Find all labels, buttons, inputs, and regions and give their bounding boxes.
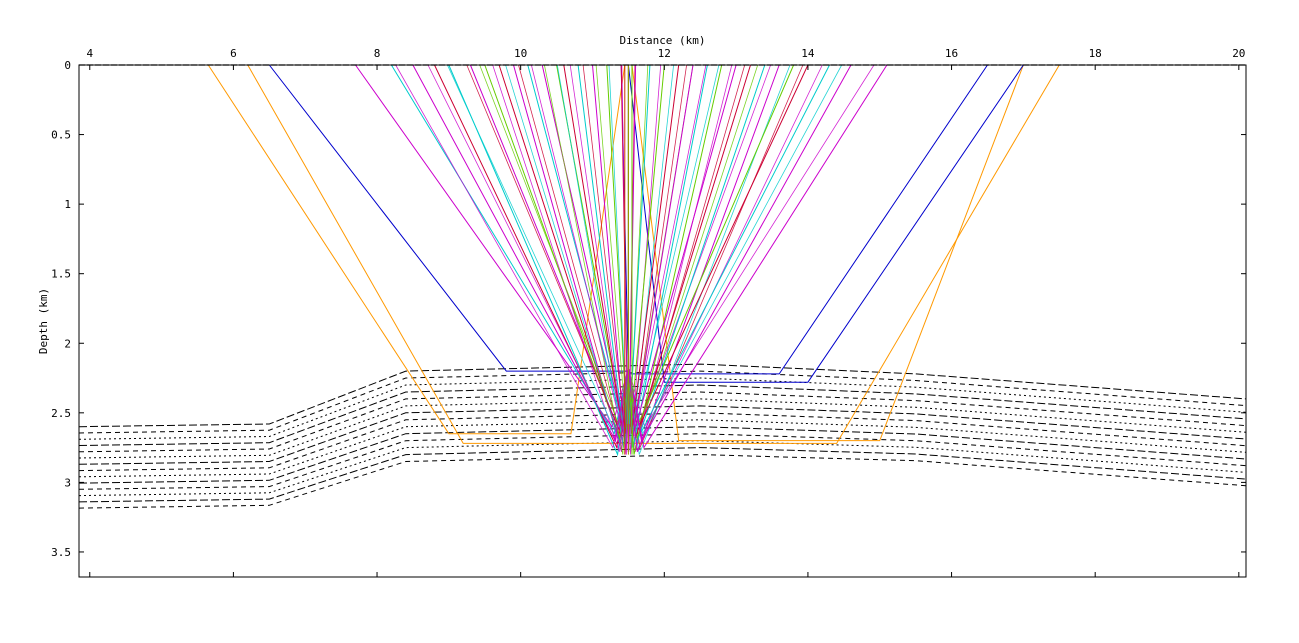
reflector-line (78, 447, 1247, 503)
y-tick-label: 1.5 (51, 268, 71, 281)
plot-frame (78, 64, 1247, 578)
y-axis-title: Depth (km) (37, 288, 50, 354)
fan-ray-return (427, 64, 629, 442)
fan-ray-return (492, 64, 629, 452)
reflector-horizons (78, 363, 1247, 509)
fan-ray-return (395, 64, 629, 449)
reflector-line (78, 426, 1247, 484)
reflector-line (78, 440, 1247, 497)
fan-ray (627, 64, 780, 452)
y-tick-label: 3.5 (51, 546, 71, 559)
x-tick-label: 10 (514, 47, 527, 60)
reflector-line (78, 370, 1247, 434)
x-tick-label: 18 (1089, 47, 1102, 60)
fan-ray (556, 64, 629, 434)
reflector-line (78, 398, 1247, 459)
fan-ray-return (628, 64, 687, 441)
reflector-line (78, 384, 1247, 446)
reflector-line (78, 433, 1247, 490)
reflector-line (78, 391, 1247, 453)
reflector-line (78, 377, 1247, 440)
y-tick-label: 1 (64, 198, 71, 211)
y-tick-label: 2.5 (51, 407, 71, 420)
reflector-line (78, 419, 1247, 478)
reflector-line (78, 405, 1247, 465)
fan-ray-return (628, 64, 649, 430)
fan-ray (484, 64, 629, 439)
ray-path (631, 64, 1024, 442)
y-tick-label: 2 (64, 337, 71, 350)
fan-ray-return (544, 64, 629, 455)
x-axis-title: Distance (km) (619, 34, 705, 47)
fan-ray (627, 64, 737, 430)
ray-paths (207, 64, 1060, 457)
x-tick-label: 20 (1232, 47, 1245, 60)
x-tick-label: 14 (801, 47, 815, 60)
y-tick-label: 3 (64, 476, 71, 489)
reflector-line (78, 363, 1247, 428)
reflector-line (78, 454, 1247, 509)
y-tick-label: 0 (64, 59, 71, 72)
fan-ray-return (628, 64, 823, 442)
y-tick-label: 0.5 (51, 129, 71, 142)
reflector-line (78, 412, 1247, 472)
fan-ray (627, 64, 888, 449)
ray-path (268, 64, 629, 372)
x-tick-label: 16 (945, 47, 958, 60)
ray-path (247, 64, 1060, 444)
x-tick-label: 6 (230, 47, 237, 60)
x-tick-label: 8 (374, 47, 381, 60)
fan-ray (355, 64, 629, 428)
ray-path (207, 64, 626, 435)
ray-path (627, 64, 1024, 383)
x-tick-label: 4 (86, 47, 93, 60)
axes: 4 6 8 10 12 14 16 18 20 0 0.5 1 1.5 2 2.5 3 3.5 (51, 47, 1247, 578)
fan-ray (627, 64, 723, 455)
x-tick-label: 12 (658, 47, 671, 60)
